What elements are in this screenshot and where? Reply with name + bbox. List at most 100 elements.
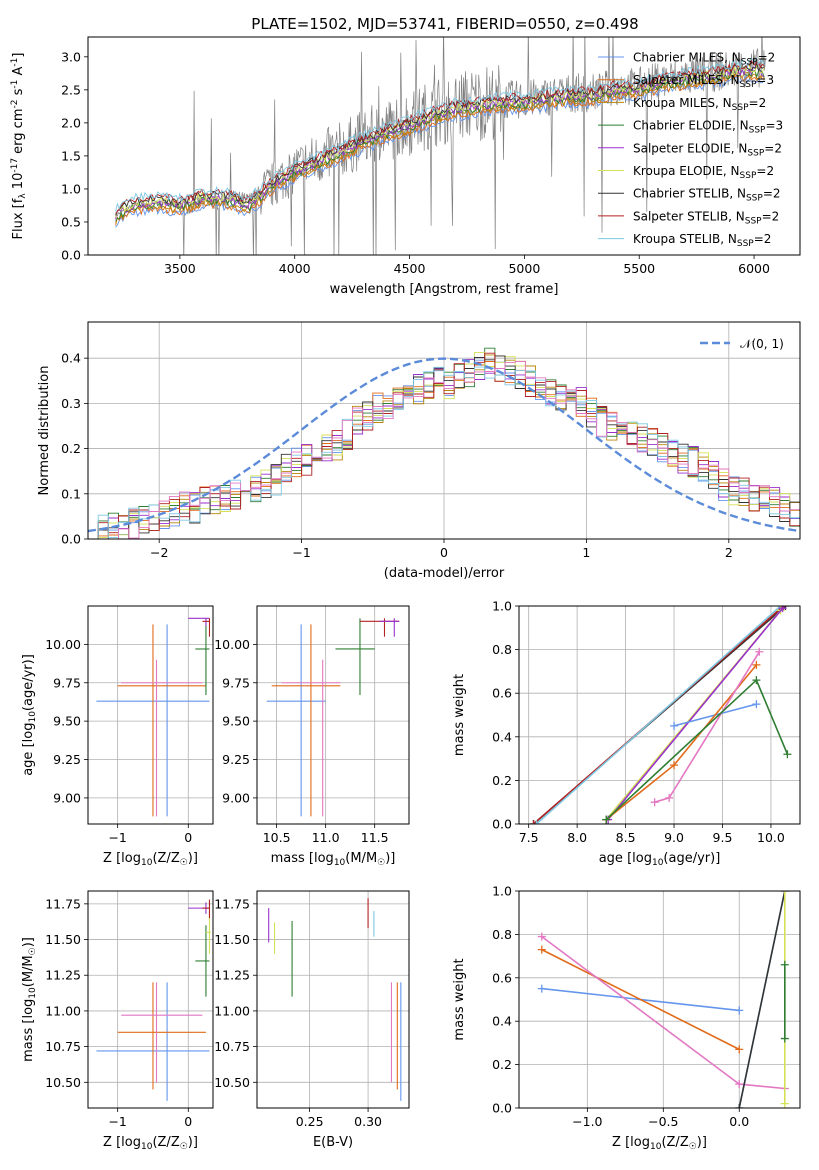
- y-tick-label: 9.75: [222, 675, 250, 690]
- label-subscript: ☉: [180, 1142, 188, 1152]
- x-tick-label: 0: [184, 1114, 192, 1129]
- label-text: log: [632, 851, 652, 866]
- label-text: )]: [697, 1135, 707, 1150]
- label-text: log: [21, 999, 36, 1019]
- x-tick-label: −2: [150, 545, 168, 560]
- mass-weight-line: [738, 891, 786, 1108]
- y-tick-label: 9.50: [53, 714, 81, 729]
- y-tick-label: 9.75: [53, 675, 81, 690]
- label-supscript: -2: [10, 100, 20, 109]
- axes-frame: [518, 890, 801, 1109]
- mass-weight-marker: [752, 660, 761, 669]
- mass-weight-marker: [529, 820, 538, 824]
- label-text: Kroupa ELODIE, N: [633, 164, 740, 178]
- label-text: Chabrier STELIB, N: [633, 187, 746, 201]
- label-subscript: SSP: [747, 148, 764, 158]
- x-tick-label: 9.0: [664, 830, 684, 845]
- y-tick-label: 11.00: [45, 1003, 81, 1018]
- x-axis-label: mass [log10(M/M☉)]: [271, 851, 396, 868]
- label-subscript: 10: [28, 987, 38, 999]
- y-tick-label: 0.4: [61, 351, 81, 366]
- mass-weight-marker: [780, 1034, 789, 1043]
- label-text: M: [366, 851, 377, 866]
- label-text: )]: [385, 851, 395, 866]
- plot-area: [115, 37, 766, 255]
- label-text: =3: [756, 73, 774, 87]
- label-text: )]: [188, 1135, 198, 1150]
- label-subscript: 10: [334, 858, 346, 868]
- x-tick-label: −1.0: [572, 1114, 602, 1129]
- mass-weight-marker: [780, 1099, 789, 1108]
- y-tick-label: 0.2: [492, 1057, 512, 1072]
- x-tick-label: 8.5: [616, 830, 636, 845]
- normal-distribution-curve: [88, 357, 800, 533]
- label-text: wavelength [Angstrom, rest frame]: [330, 282, 559, 297]
- x-axis-label: (data-model)/error: [384, 566, 505, 581]
- x-tick-label: −1: [108, 1114, 126, 1129]
- label-text: Z: [171, 851, 180, 866]
- label-subscript: 10: [28, 711, 38, 723]
- x-tick-label: 2: [725, 545, 733, 560]
- y-axis-label: age [log10(age/yr)]: [21, 654, 38, 776]
- legend-label: Salpeter ELODIE, NSSP=2: [633, 141, 782, 158]
- label-subscript: ☉: [689, 1142, 697, 1152]
- y-tick-label: 10.00: [214, 637, 250, 652]
- x-tick-label: 7.5: [519, 830, 539, 845]
- label-subscript: 10: [141, 858, 153, 868]
- mass-weight-marker: [537, 984, 546, 993]
- label-text: (M/: [345, 851, 366, 866]
- label-text: (Z/: [661, 1135, 680, 1150]
- plot-area: [529, 606, 792, 824]
- y-tick-label: 3.0: [61, 49, 81, 64]
- label-text: =2: [749, 96, 767, 110]
- mass-weight-marker: [755, 647, 764, 656]
- residual-histogram-step: [88, 360, 800, 539]
- mass-weight-marker: [783, 750, 792, 759]
- label-text: =3: [765, 119, 783, 133]
- label-text: =2: [764, 141, 782, 155]
- label-text: Z [: [103, 1135, 121, 1150]
- mass-weight-marker: [735, 1080, 744, 1089]
- y-tick-label: 10.75: [214, 1039, 250, 1054]
- label-subscript: 10: [652, 858, 664, 868]
- x-axis-label: age [log10(age/yr)]: [599, 851, 721, 868]
- y-tick-label: 0.0: [61, 248, 81, 263]
- label-text: ]: [11, 53, 26, 58]
- y-axis-label: mass [log10(M/M☉)]: [21, 937, 38, 1062]
- y-tick-label: 11.00: [214, 1003, 250, 1018]
- legend-label: Chabrier STELIB, NSSP=2: [633, 187, 781, 204]
- label-text: )]: [188, 851, 198, 866]
- x-tick-label: 5500: [623, 261, 655, 276]
- mass-weight-marker: [665, 793, 674, 802]
- label-text: Flux [: [11, 203, 26, 239]
- label-text: =2: [758, 51, 776, 65]
- y-tick-label: 1.0: [492, 884, 512, 899]
- x-axis-label: Z [log10(Z/Z☉)]: [612, 1135, 707, 1152]
- axes-frame: [87, 605, 214, 825]
- label-subscript: ☉: [377, 858, 385, 868]
- y-tick-label: 11.75: [214, 896, 250, 911]
- label-text: (age/yr)]: [663, 851, 720, 866]
- y-tick-label: 9.25: [53, 752, 81, 767]
- label-subscript: λ: [18, 193, 28, 199]
- label-text: Z [: [612, 1135, 630, 1150]
- plot-area: [266, 618, 400, 817]
- y-axis-label: mass weight: [452, 674, 467, 756]
- label-subscript: SSP: [732, 103, 749, 113]
- x-tick-label: 0.0: [729, 1114, 749, 1129]
- legend-label: Kroupa STELIB, NSSP=2: [633, 232, 771, 249]
- label-text: erg cm: [11, 108, 26, 157]
- label-text: =2: [762, 209, 780, 223]
- plot-area: [537, 891, 789, 1108]
- legend-label: Salpeter MILES, NSSP=3: [633, 73, 774, 90]
- y-tick-label: 0.8: [492, 642, 512, 657]
- label-subscript: SSP: [741, 58, 758, 68]
- mass-weight-marker: [537, 932, 546, 941]
- label-text: Chabrier ELODIE, N: [633, 119, 749, 133]
- y-tick-label: 10.50: [45, 1075, 81, 1090]
- label-text: Chabrier MILES, N: [633, 51, 741, 65]
- y-tick-label: 2.5: [61, 82, 81, 97]
- mass-weight-marker: [650, 798, 659, 807]
- label-supscript: -1: [10, 80, 20, 89]
